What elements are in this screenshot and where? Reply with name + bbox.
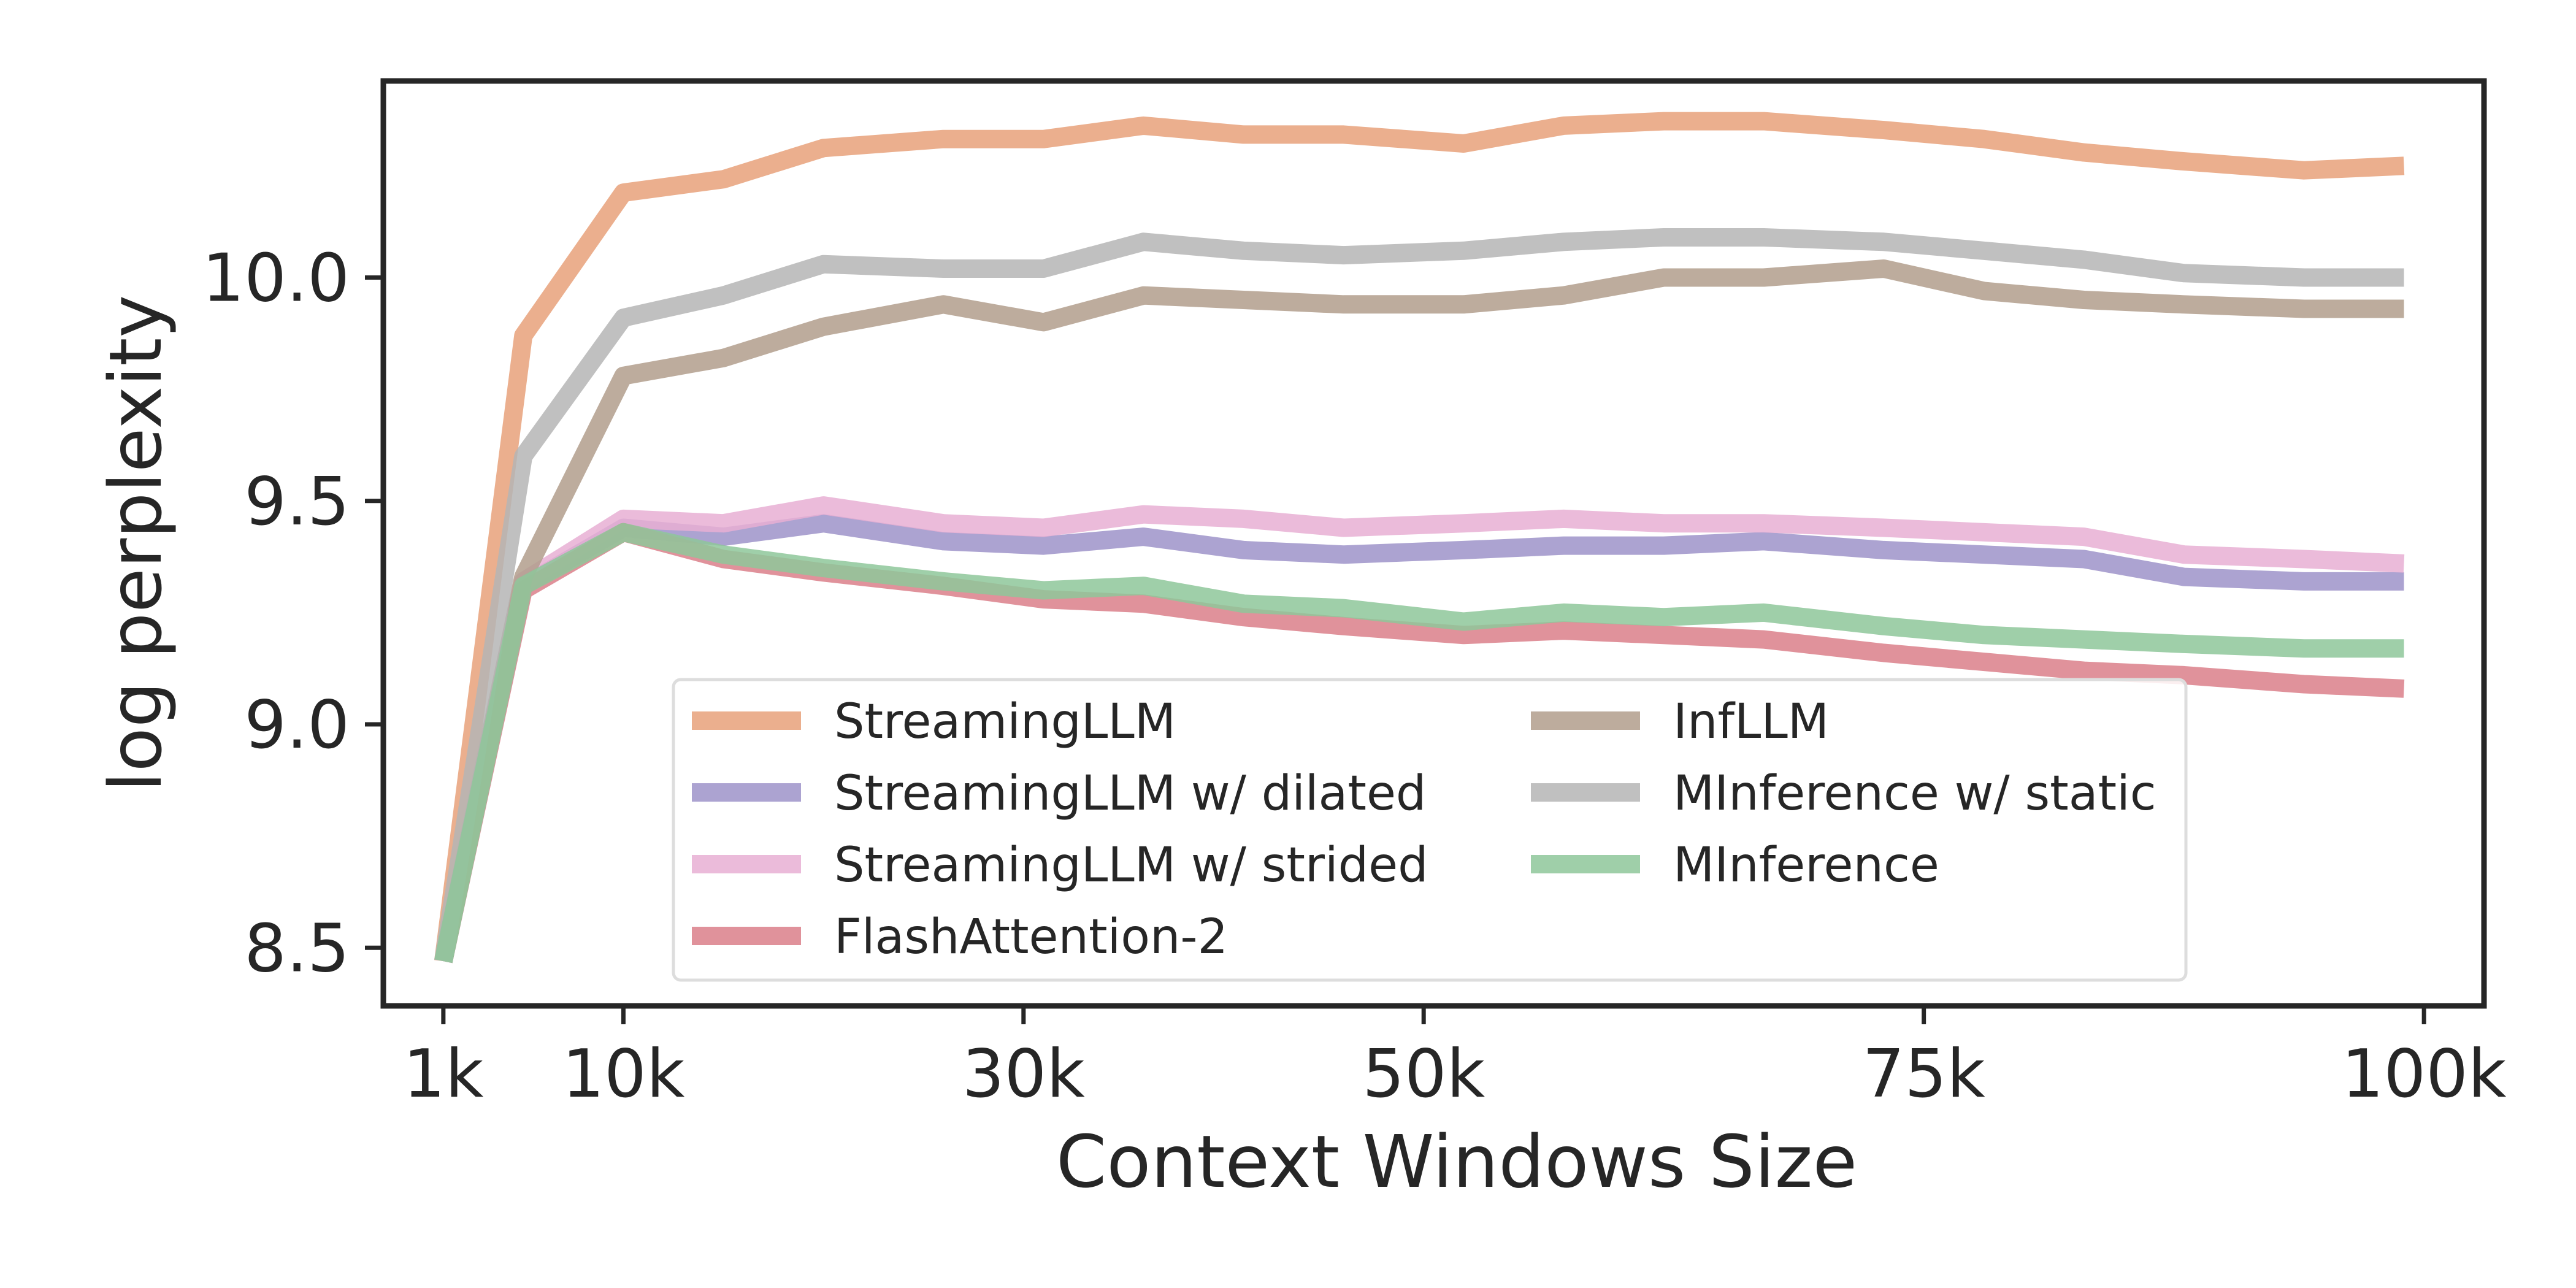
- y-axis: 8.5 9.0 9.5 10.0: [202, 240, 383, 987]
- y-tick-label: 9.0: [244, 687, 350, 764]
- y-tick-label: 9.5: [244, 464, 350, 540]
- plot-frame: [380, 78, 2487, 1009]
- x-tick-label: 30k: [962, 1036, 1085, 1113]
- series-line-minference-w-static: [434, 228, 2404, 963]
- y-tick-label: 10.0: [202, 240, 350, 317]
- legend-label-minference-w-static: MInference w/ static: [1673, 766, 2156, 821]
- legend-label-infllm: InfLLM: [1673, 694, 1829, 749]
- series-line-streamingllm-w-dilated: [434, 514, 2404, 964]
- legend-label-flashattention-2: FlashAttention-2: [834, 910, 1228, 965]
- series-layer: [434, 112, 2405, 964]
- legend-label-streamingllm-w-strided: StreamingLLM w/ strided: [834, 838, 1428, 893]
- legend-label-streamingllm: StreamingLLM: [834, 694, 1176, 749]
- legend-label-streamingllm-w-dilated: StreamingLLM w/ dilated: [834, 766, 1426, 821]
- x-tick-label: 1k: [403, 1036, 484, 1113]
- series-line-minference: [434, 523, 2404, 964]
- y-tick-label: 8.5: [244, 910, 350, 987]
- series-line-streamingllm-w-strided: [434, 496, 2405, 964]
- x-tick-label: 75k: [1863, 1036, 1985, 1113]
- legend-frame: [672, 678, 2188, 982]
- legend: StreamingLLM StreamingLLM w/ dilated Strea…: [672, 678, 2188, 982]
- y-axis-label: log perplexity: [93, 295, 178, 792]
- x-tick-label: 100k: [2342, 1036, 2507, 1113]
- x-axis-label: Context Windows Size: [1056, 1119, 1857, 1204]
- x-tick-label: 50k: [1362, 1036, 1485, 1113]
- x-axis: 1k 10k 30k 50k 75k 100k: [403, 1006, 2507, 1113]
- x-tick-label: 10k: [562, 1036, 684, 1113]
- series-line-infllm: [434, 259, 2404, 964]
- legend-label-minference: MInference: [1673, 838, 1939, 893]
- series-line-streamingllm: [434, 112, 2405, 963]
